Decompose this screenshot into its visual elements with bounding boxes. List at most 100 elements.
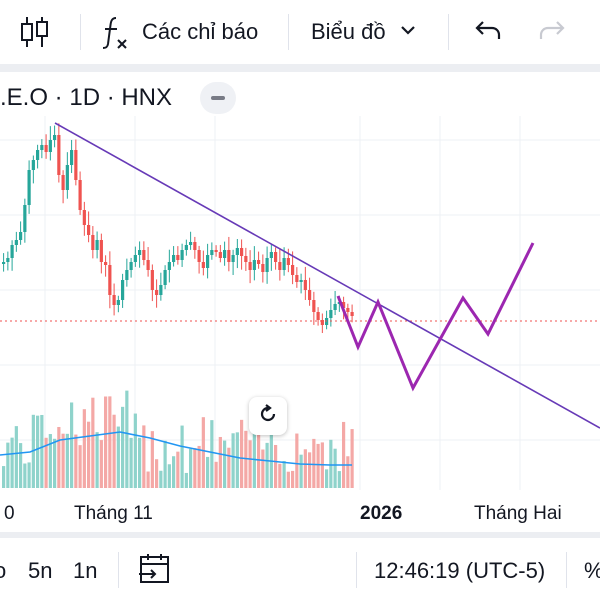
candle-body — [14, 240, 18, 245]
bottom-bar — [0, 538, 600, 600]
toolbar-divider — [288, 14, 289, 50]
undo-button[interactable] — [474, 0, 502, 64]
volume-bar — [57, 426, 61, 488]
undo-icon — [474, 18, 502, 47]
chart-type-button[interactable]: Biểu đồ — [311, 0, 416, 64]
candle-body — [163, 270, 167, 285]
projection-path[interactable] — [336, 242, 535, 392]
candles-icon[interactable] — [20, 0, 54, 64]
candle-body — [312, 300, 316, 312]
calendar-arrow-icon — [138, 554, 172, 590]
candle-body — [214, 250, 218, 252]
collapse-legend-button[interactable] — [200, 82, 236, 114]
candle-body — [159, 285, 163, 295]
candle-body — [180, 250, 184, 260]
candle-body — [36, 150, 40, 160]
reset-chart-button[interactable] — [249, 397, 287, 435]
volume-bar — [163, 440, 167, 488]
volume-bar — [201, 417, 205, 488]
candle-body — [333, 304, 337, 310]
volume-bar — [10, 437, 14, 488]
volume-bar — [61, 433, 65, 488]
volume-bar — [116, 426, 120, 488]
volume-bar — [325, 469, 329, 488]
volume-bar — [129, 437, 133, 488]
candle-body — [40, 145, 44, 150]
volume-bar — [295, 433, 299, 488]
downtrend-line[interactable] — [54, 122, 600, 429]
volume-bar — [312, 438, 316, 488]
volume-bar — [269, 429, 273, 488]
candle-body — [342, 302, 346, 308]
volume-bar — [210, 420, 214, 488]
candle-body — [99, 240, 103, 262]
candle-body — [286, 258, 290, 265]
candle-body — [116, 300, 120, 305]
range-5n-button[interactable]: 5n — [28, 558, 53, 583]
price-chart[interactable] — [0, 116, 600, 491]
volume-bar — [176, 451, 180, 488]
toolbar-separator-band — [0, 64, 600, 72]
candle-body — [10, 245, 14, 258]
volume-bar — [95, 432, 99, 488]
indicators-label: Các chỉ báo — [142, 19, 259, 44]
candle-body — [244, 256, 248, 262]
top-toolbar: Các chỉ báo Biểu đồ — [0, 0, 600, 64]
volume-bar — [74, 434, 78, 488]
volume-bar — [70, 402, 74, 488]
refresh-icon — [257, 403, 279, 430]
volume-bar — [206, 456, 210, 488]
volume-bar — [329, 439, 333, 488]
chart-type-label: Biểu đồ — [311, 19, 386, 44]
indicators-button[interactable]: Các chỉ báo — [100, 0, 258, 64]
volume-bar — [257, 414, 261, 488]
volume-bar — [342, 421, 346, 488]
volume-bar — [44, 437, 48, 488]
candle-body — [278, 262, 282, 270]
volume-bar — [286, 471, 290, 488]
volume-bar — [282, 460, 286, 488]
candle-body — [142, 250, 146, 260]
range-partial-button[interactable]: o — [0, 558, 7, 583]
candle-body — [87, 225, 91, 235]
volume-bar — [308, 452, 312, 488]
candle-body — [265, 258, 269, 272]
candle-body — [227, 250, 231, 262]
volume-bar — [265, 442, 269, 488]
toolbar-divider — [80, 14, 81, 50]
percent-scale-toggle[interactable]: % — [584, 558, 600, 584]
x-axis-label: 0 — [4, 503, 15, 524]
go-to-date-button[interactable] — [138, 552, 172, 591]
function-icon — [100, 12, 132, 52]
chevron-down-icon — [400, 23, 416, 41]
candle-body — [316, 312, 320, 320]
candle-body — [138, 250, 142, 255]
symbol-legend[interactable]: .E.O · 1D · HNX — [0, 84, 173, 111]
volume-bar — [155, 459, 159, 488]
redo-button[interactable] — [538, 0, 566, 64]
candle-body — [329, 310, 333, 318]
volume-bar — [189, 448, 193, 488]
candle-body — [112, 295, 116, 305]
candle-body — [252, 260, 256, 270]
volume-bar — [27, 462, 31, 488]
volume-bar — [6, 442, 10, 488]
x-axis-label: Tháng 11 — [74, 503, 153, 524]
bottom-divider — [566, 552, 567, 588]
volume-bar — [278, 463, 282, 488]
volume-bar — [197, 445, 201, 488]
candle-body — [53, 135, 57, 140]
bottom-divider — [356, 552, 357, 588]
volume-bar — [193, 448, 197, 488]
candle-body — [299, 280, 303, 282]
candle-body — [57, 135, 61, 175]
volume-bar — [337, 471, 341, 488]
volume-bar — [291, 470, 295, 488]
volume-bar — [78, 445, 82, 488]
range-1n-button[interactable]: 1n — [73, 558, 98, 583]
volume-bar — [112, 414, 116, 488]
candle-body — [167, 262, 171, 270]
volume-bars — [2, 390, 354, 488]
volume-bar — [299, 454, 303, 488]
clock-timezone[interactable]: 12:46:19 (UTC-5) — [374, 558, 546, 583]
